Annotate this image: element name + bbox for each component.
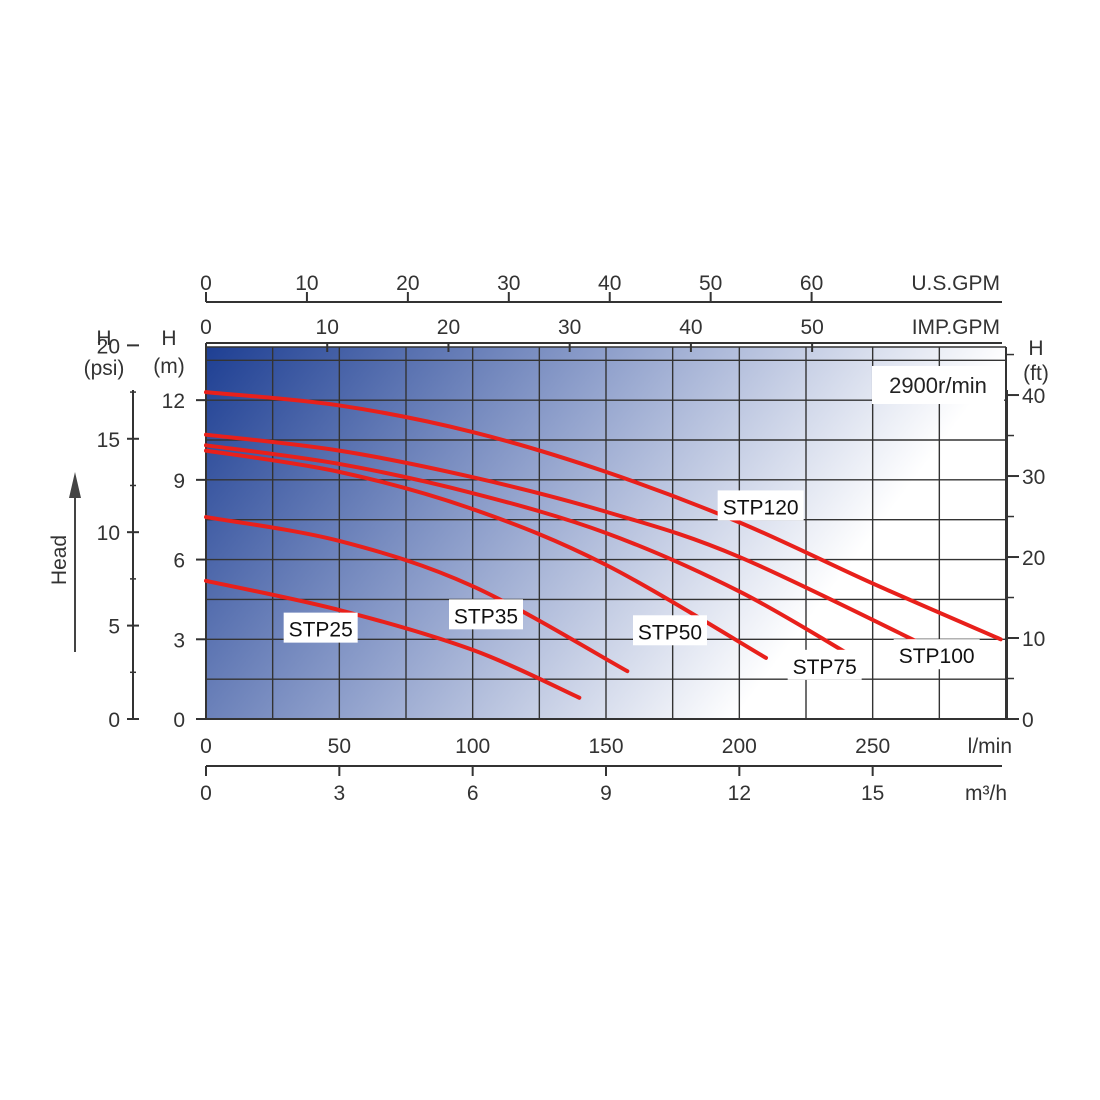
curve-label-box: [787, 649, 862, 680]
curve-label-stp50: STP50: [638, 621, 702, 644]
imp-gpm-tick-label: 20: [437, 316, 460, 339]
head-arrow-icon: [69, 472, 81, 498]
psi-tick-label: 10: [97, 522, 120, 545]
curve-label-box: [633, 615, 707, 646]
ft-tick-label: 30: [1022, 466, 1045, 489]
m3h-tick-label: 3: [333, 782, 345, 805]
ft-unit-h: H: [1028, 337, 1043, 360]
us-gpm-unit: U.S.GPM: [911, 272, 1000, 295]
imp-gpm-tick-label: 0: [200, 316, 212, 339]
us-gpm-tick-label: 60: [800, 272, 823, 295]
us-gpm-axis: 0 10 20 30 40 50 60 U.S.GPM: [200, 272, 1002, 303]
us-gpm-tick-label: 0: [200, 272, 212, 295]
m3h-tick-label: 12: [728, 782, 751, 805]
psi-unit: (psi): [84, 357, 125, 380]
us-gpm-tick-label: 10: [295, 272, 318, 295]
psi-unit-h: H: [96, 327, 111, 350]
m-unit-h: H: [161, 327, 176, 350]
us-gpm-tick-label: 40: [598, 272, 621, 295]
curve-label-stp75: STP75: [793, 656, 857, 679]
imp-gpm-tick-label: 10: [316, 316, 339, 339]
curve-stp100: [204, 432, 942, 655]
head-label-group: Head: [48, 472, 81, 652]
imp-gpm-tick-label: 30: [558, 316, 581, 339]
us-gpm-tick-label: 30: [497, 272, 520, 295]
psi-tick-label: 20: [97, 335, 120, 358]
speed-note-box: [872, 366, 1004, 404]
m3h-tick-label: 9: [600, 782, 612, 805]
curve-label-box: [283, 612, 358, 643]
m3h-unit: m³/h: [965, 782, 1007, 805]
us-gpm-tick-label: 20: [396, 272, 419, 295]
curve-label-stp100: STP100: [899, 645, 975, 668]
m-unit: (m): [153, 355, 184, 378]
lpm-tick-label: 250: [855, 735, 890, 758]
lpm-axis: 0 50 100 150 200 250 l/min: [200, 735, 1012, 758]
lpm-tick-label: 150: [588, 735, 623, 758]
imp-gpm-tick-label: 50: [800, 316, 823, 339]
us-gpm-tick-label: 50: [699, 272, 722, 295]
curve-stp35: [204, 515, 630, 674]
psi-axis: 0 5 10 15 20 H (psi): [84, 327, 139, 732]
imp-gpm-tick-label: 40: [679, 316, 702, 339]
m-tick-label: 3: [173, 629, 185, 652]
chart-grid: [205, 346, 1007, 720]
curve-label-stp120: STP120: [723, 496, 799, 519]
curve-label-box: [717, 490, 804, 521]
curve-stp50: [204, 448, 768, 660]
ft-tick-label: 40: [1022, 385, 1045, 408]
m-tick-label: 0: [173, 709, 185, 732]
ft-unit: (ft): [1023, 362, 1049, 385]
curve-label-stp35: STP35: [454, 605, 518, 628]
m-tick-label: 6: [173, 550, 185, 573]
curve-stp75: [204, 443, 862, 663]
m3h-tick-label: 6: [467, 782, 479, 805]
curve-label-group: STP25 STP35 STP50 STP75 STP100 STP120: [283, 490, 980, 680]
psi-tick-label: 5: [108, 616, 120, 639]
lpm-tick-label: 0: [200, 735, 212, 758]
curve-stp120: [204, 390, 1003, 642]
curve-label-box: [893, 639, 980, 670]
curve-group: [204, 390, 1003, 700]
imp-gpm-axis: 0 10 20 30 40 50 IMP.GPM: [200, 316, 1002, 352]
curve-label-stp25: STP25: [289, 619, 353, 642]
speed-note: 2900r/min: [889, 373, 987, 398]
m3h-tick-label: 0: [200, 782, 212, 805]
m3h-axis: 0 3 6 9 12 15 m³/h: [200, 765, 1007, 805]
imp-gpm-unit: IMP.GPM: [912, 316, 1000, 339]
ft-tick-label: 10: [1022, 628, 1045, 651]
psi-tick-label: 15: [97, 429, 120, 452]
lpm-unit: l/min: [968, 735, 1012, 758]
m3h-tick-label: 15: [861, 782, 884, 805]
head-label: Head: [48, 535, 71, 585]
ft-tick-label: 20: [1022, 547, 1045, 570]
curve-label-box: [449, 599, 523, 630]
ft-axis: 0 10 20 30 40 H (ft): [1006, 337, 1049, 732]
m-tick-label: 12: [162, 390, 185, 413]
lpm-tick-label: 50: [328, 735, 351, 758]
m-axis: 0 3 6 9 12 H (m): [153, 327, 206, 732]
ft-tick-label: 0: [1022, 709, 1034, 732]
lpm-tick-label: 100: [455, 735, 490, 758]
m-tick-label: 9: [173, 470, 185, 493]
curve-stp25: [204, 578, 582, 700]
psi-tick-label: 0: [108, 709, 120, 732]
lpm-tick-label: 200: [722, 735, 757, 758]
